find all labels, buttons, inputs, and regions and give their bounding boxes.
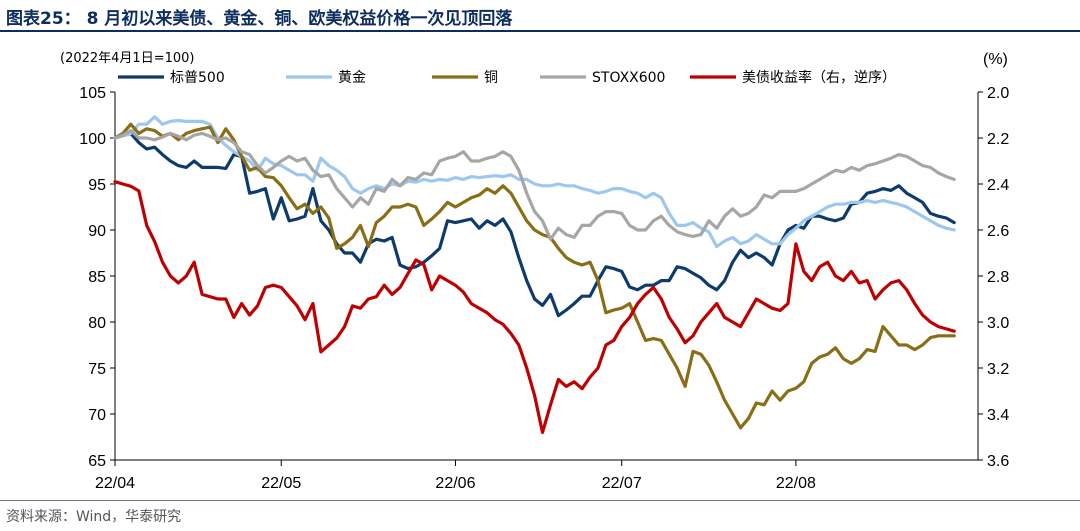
footer-rule (0, 500, 1080, 501)
legend-label-4: 美债收益率（右，逆序） (742, 69, 896, 86)
y-left-tick-label: 90 (88, 223, 106, 240)
line-chart: 65 70 75 80 85 90 95 100 105 2.0 2.2 2.4 2.6 2.8 3.0 3.… (60, 51, 1009, 492)
y-left-tick-label: 80 (88, 315, 106, 332)
left-axis-note: (2022年4月1日=100) (60, 51, 194, 66)
series-lines (113, 115, 956, 434)
y-right-tick-label: 2.4 (987, 177, 1009, 194)
right-axis-note: (%) (983, 51, 1008, 68)
series-line-3 (113, 129, 956, 241)
legend: 标普500 黄金 铜 STOXX600 美债收益率（右，逆序） (118, 69, 896, 86)
y-left-tick-label: 100 (79, 131, 106, 148)
y-left-tick-label: 75 (88, 361, 106, 378)
series-line-0 (113, 131, 956, 318)
y-right-tick-label: 3.0 (987, 315, 1009, 332)
axes: 65 70 75 80 85 90 95 100 105 2.0 2.2 2.4 2.6 2.8 3.0 3.… (79, 85, 1009, 492)
x-tick-label: 22/04 (95, 475, 135, 492)
x-tick-label: 22/08 (776, 475, 816, 492)
legend-label-0: 标普500 (170, 70, 225, 86)
x-tick-label: 22/07 (602, 475, 642, 492)
y-left-tick-label: 65 (88, 453, 106, 470)
series-line-4 (113, 180, 956, 434)
title-rule (0, 30, 1080, 32)
y-right-tick-label: 3.2 (987, 361, 1009, 378)
legend-label-2: 铜 (484, 70, 498, 86)
y-right-tick-label: 3.4 (987, 407, 1009, 424)
y-right-tick-label: 2.0 (987, 85, 1009, 102)
legend-label-3: STOXX600 (592, 70, 665, 86)
figure-title: 图表25： 8 月初以来美债、黄金、铜、欧美权益价格一次见顶回落 (6, 9, 513, 29)
series-line-1 (113, 115, 956, 249)
y-right-tick-label: 2.6 (987, 223, 1009, 240)
y-right-tick-label: 2.8 (987, 269, 1009, 286)
x-tick-label: 22/06 (435, 475, 475, 492)
y-left-tick-label: 85 (88, 269, 106, 286)
x-tick-label: 22/05 (261, 475, 301, 492)
y-left-tick-label: 70 (88, 407, 106, 424)
y-left-tick-label: 105 (79, 85, 106, 102)
legend-label-1: 黄金 (338, 69, 366, 86)
y-right-tick-label: 3.6 (987, 453, 1009, 470)
series-line-2 (113, 122, 956, 430)
y-left-tick-label: 95 (88, 177, 106, 194)
y-right-tick-label: 2.2 (987, 131, 1009, 148)
source-note: 资料来源：Wind，华泰研究 (6, 509, 182, 525)
